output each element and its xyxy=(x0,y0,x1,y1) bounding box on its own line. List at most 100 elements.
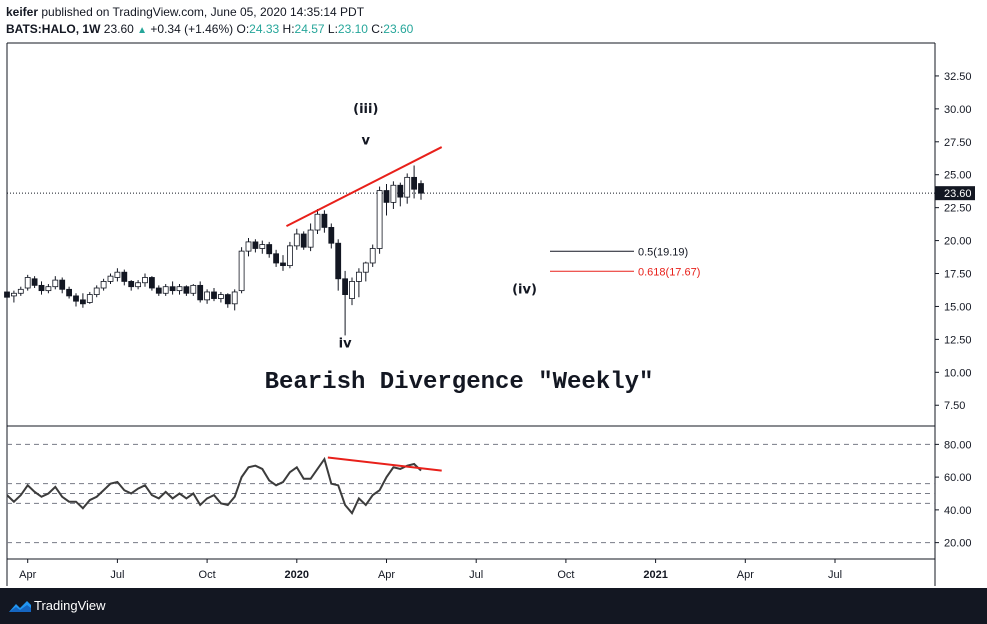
candle-body xyxy=(217,294,224,299)
time-tick-label: 2021 xyxy=(643,569,667,581)
candle-body xyxy=(418,183,424,194)
candle-body xyxy=(300,233,307,248)
candle-body xyxy=(204,291,211,301)
price-tick-label: 27.50 xyxy=(944,137,972,149)
candle-body xyxy=(286,245,293,267)
rsi-line xyxy=(6,456,422,515)
candle-body xyxy=(211,291,217,299)
price-tick-label: 10.00 xyxy=(944,367,972,379)
wave-label: v xyxy=(362,133,371,148)
candle-body xyxy=(376,190,383,249)
candle-body xyxy=(252,241,259,249)
candle-body xyxy=(321,213,328,228)
price-tick-label: 22.50 xyxy=(944,203,972,215)
candle-body xyxy=(273,253,280,264)
high-label: H: xyxy=(282,22,295,36)
candle-body xyxy=(259,244,266,249)
candle-body xyxy=(121,271,128,282)
tradingview-brand[interactable]: TradingView xyxy=(34,598,106,613)
candle-body xyxy=(80,299,86,305)
time-tick-label: Apr xyxy=(737,569,754,581)
last-price: 23.60 xyxy=(103,22,134,36)
open-label: O: xyxy=(236,22,250,36)
last-price-label: 23.60 xyxy=(944,188,972,200)
candle-body xyxy=(66,288,72,297)
candle-body xyxy=(266,244,273,255)
price-tick-label: 12.50 xyxy=(944,334,972,346)
candle-body xyxy=(135,282,142,288)
price-change: +0.34 (+1.46%) xyxy=(150,22,234,36)
candle-body xyxy=(390,184,397,203)
candle-body xyxy=(24,277,31,289)
candle-body xyxy=(142,277,148,284)
candle-body xyxy=(238,250,245,292)
high-value: 24.57 xyxy=(294,22,325,36)
candle-body xyxy=(307,229,314,248)
chart-title: Bearish Divergence "Weekly" xyxy=(265,369,654,396)
candle-body xyxy=(342,278,349,295)
tradingview-logo-icon[interactable] xyxy=(8,598,32,614)
ohlc-legend: BATS:HALO, 1W 23.60 ▲ +0.34 (+1.46%) O: 2… xyxy=(6,22,413,36)
price-tick-label: 15.00 xyxy=(944,301,972,313)
wave-label: (iv) xyxy=(512,282,537,297)
price-tick-label: 17.50 xyxy=(944,269,972,281)
close-label: C: xyxy=(371,22,384,36)
wave-label: (iii) xyxy=(353,102,378,117)
footer-bar: TradingView xyxy=(0,588,987,624)
candle-body xyxy=(404,176,411,198)
close-value: 23.60 xyxy=(383,22,414,36)
candle-body xyxy=(17,288,24,294)
fib-level-label: 0.618(17.67) xyxy=(638,266,700,278)
publish-text: published on TradingView.com, June 05, 2… xyxy=(41,5,365,19)
candle-body xyxy=(335,242,342,280)
candle-body xyxy=(293,233,300,247)
candle-body xyxy=(383,190,390,203)
time-tick-label: Apr xyxy=(19,569,36,581)
candle-body xyxy=(128,281,135,288)
symbol-label: BATS:HALO, 1W xyxy=(6,22,101,36)
publish-info: keifer published on TradingView.com, Jun… xyxy=(6,5,364,19)
price-tick-label: 7.50 xyxy=(944,400,965,412)
candle-body xyxy=(183,286,190,294)
low-label: L: xyxy=(327,22,338,36)
time-tick-label: Jul xyxy=(110,569,124,581)
candle-body xyxy=(349,281,355,299)
last-price-badge xyxy=(935,186,975,201)
price-chart[interactable]: 7.50 10.00 12.50 15.00 17.50 20.00 22.50 25.00 2… xyxy=(0,0,987,588)
candle-body xyxy=(231,291,238,305)
candle-body xyxy=(93,287,100,295)
candle-body xyxy=(245,241,252,252)
candle-body xyxy=(197,284,204,301)
time-tick-label: Jul xyxy=(469,569,483,581)
up-arrow-icon: ▲ xyxy=(137,25,148,36)
candle-body xyxy=(328,227,335,244)
candle-body xyxy=(59,279,66,290)
publisher-name[interactable]: keifer xyxy=(6,5,39,19)
candle-body xyxy=(169,286,176,292)
candle-body xyxy=(162,286,169,294)
time-tick-label: Oct xyxy=(199,569,216,581)
candle-body xyxy=(4,291,10,298)
candle-body xyxy=(31,278,38,286)
candle-body xyxy=(369,248,376,264)
candle-body xyxy=(190,284,197,294)
time-tick-label: 2020 xyxy=(285,569,309,581)
rsi-tick-label: 60.00 xyxy=(944,472,972,484)
candle-body xyxy=(73,295,79,302)
fib-level-label: 0.5(19.19) xyxy=(638,246,688,258)
candle-body xyxy=(314,213,321,231)
candle-body xyxy=(355,271,362,282)
time-tick-label: Apr xyxy=(378,569,395,581)
rsi-tick-label: 80.00 xyxy=(944,439,972,451)
time-tick-label: Oct xyxy=(557,569,574,581)
price-tick-label: 32.50 xyxy=(944,71,972,83)
price-tick-label: 25.00 xyxy=(944,170,972,182)
candle-body xyxy=(10,292,17,297)
candle-body xyxy=(45,286,52,292)
candle-body xyxy=(148,277,155,289)
time-tick-label: Jul xyxy=(828,569,842,581)
rsi-tick-label: 40.00 xyxy=(944,505,972,517)
price-tick-label: 20.00 xyxy=(944,236,972,248)
candle-body xyxy=(155,287,162,294)
candle-body xyxy=(176,286,183,292)
